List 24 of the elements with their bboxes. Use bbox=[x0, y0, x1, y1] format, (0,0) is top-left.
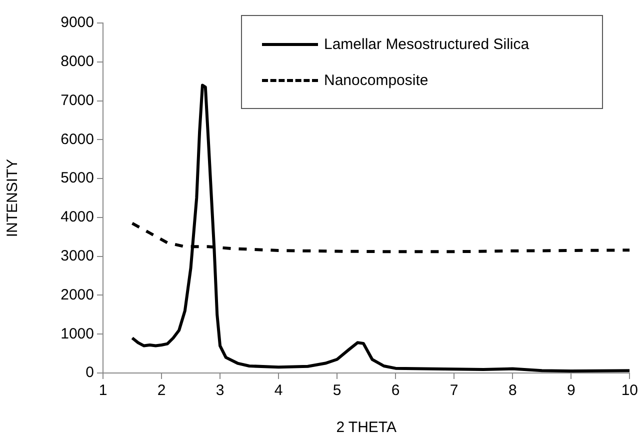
y-tick-label: 6000 bbox=[60, 130, 94, 148]
y-tick-label: 1000 bbox=[60, 325, 94, 342]
y-tick-label: 0 bbox=[86, 364, 94, 382]
y-tick-label: 3000 bbox=[60, 247, 94, 264]
y-axis-title: INTENSITY bbox=[4, 158, 22, 238]
x-tick-label: 8 bbox=[508, 382, 517, 400]
y-tick-label: 9000 bbox=[60, 14, 94, 32]
x-tick-label: 5 bbox=[332, 382, 342, 400]
x-tick-label: 10 bbox=[621, 382, 638, 400]
y-tick-label: 2000 bbox=[60, 286, 94, 304]
x-axis-title: 2 THETA bbox=[336, 419, 396, 436]
legend-label: Lamellar Mesostructured Silica bbox=[324, 36, 530, 52]
x-tick-label: 4 bbox=[274, 382, 283, 400]
y-tick-label: 8000 bbox=[60, 53, 94, 70]
x-tick-label: 7 bbox=[450, 382, 458, 400]
y-tick-label: 5000 bbox=[60, 170, 94, 187]
x-tick-label: 3 bbox=[216, 382, 224, 400]
y-tick-label: 4000 bbox=[60, 208, 94, 226]
x-tick-label: 6 bbox=[391, 382, 400, 400]
x-tick-label: 9 bbox=[566, 382, 576, 400]
legend-label: Nanocomposite bbox=[324, 72, 428, 88]
x-tick-label: 2 bbox=[157, 382, 166, 400]
x-tick-label: 1 bbox=[98, 382, 108, 400]
y-tick-label: 7000 bbox=[60, 92, 94, 109]
